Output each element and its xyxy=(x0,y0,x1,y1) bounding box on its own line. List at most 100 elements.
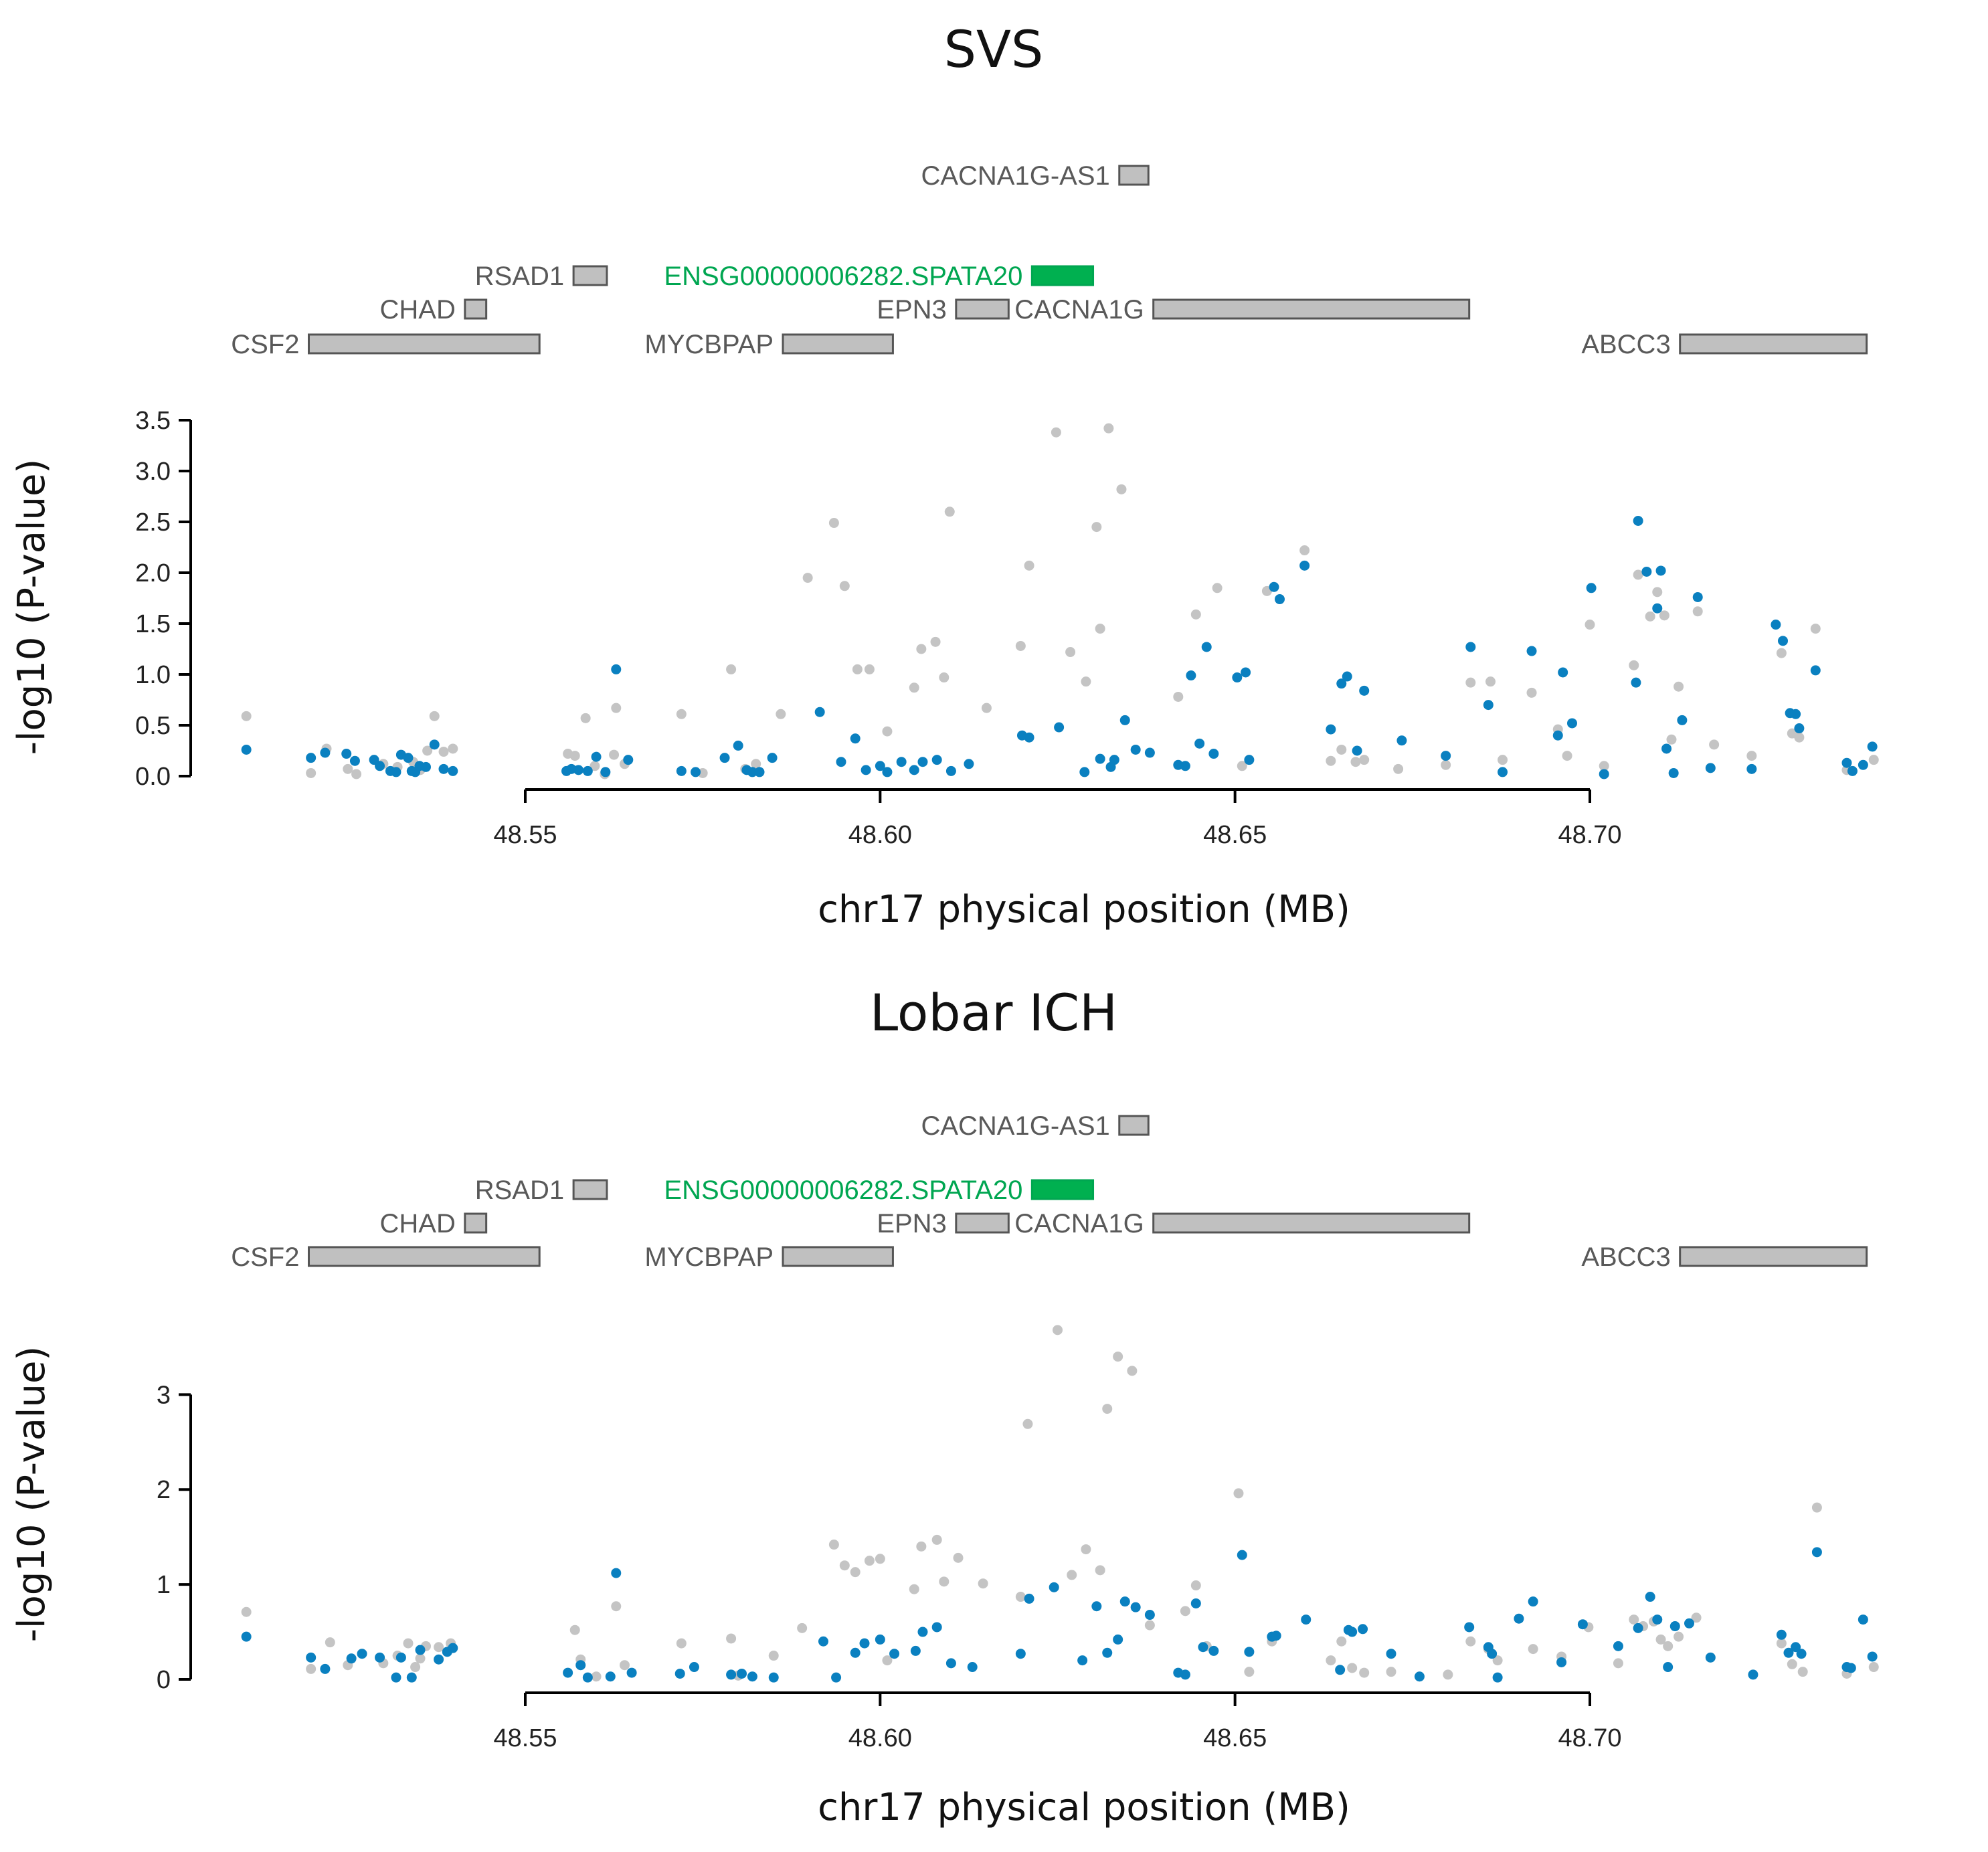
point-other xyxy=(1629,1614,1639,1625)
gene-track: CACNA1G-AS1 RSAD1 ENSG00000006282.SPATA20 C… xyxy=(231,1111,1868,1272)
point-highlight xyxy=(421,761,432,772)
point-highlight xyxy=(438,763,449,774)
point-other xyxy=(1599,761,1609,771)
point-highlight xyxy=(831,1672,842,1683)
point-highlight xyxy=(882,767,893,777)
point-highlight xyxy=(1847,765,1858,776)
x-tick-label: 48.60 xyxy=(848,821,912,849)
point-other xyxy=(1386,1667,1396,1677)
point-highlight xyxy=(836,757,846,767)
point-highlight xyxy=(1641,566,1652,577)
point-other xyxy=(1190,1580,1201,1591)
x-axis-label: chr17 physical position (MB) xyxy=(818,888,1350,931)
x-axis: 48.55 48.60 48.65 48.70 xyxy=(493,1691,1622,1752)
point-highlight xyxy=(563,1667,573,1678)
point-highlight xyxy=(676,765,687,776)
point-highlight xyxy=(1274,594,1285,605)
point-highlight xyxy=(1858,759,1868,770)
gene-label-rsad1: RSAD1 xyxy=(475,262,564,291)
point-highlight xyxy=(1271,1631,1281,1641)
point-other xyxy=(241,1606,252,1617)
point-other xyxy=(981,703,992,713)
gene-box-chad xyxy=(464,1212,488,1234)
point-highlight xyxy=(1633,515,1643,526)
y-tick-label: 3.5 xyxy=(135,407,171,435)
point-other xyxy=(1102,1404,1113,1414)
point-highlight xyxy=(1498,767,1508,777)
y-tick-label: 0.5 xyxy=(135,712,171,740)
x-tick-label: 48.65 xyxy=(1203,821,1267,849)
x-tick-label: 48.65 xyxy=(1203,1724,1267,1752)
point-other xyxy=(1585,620,1595,630)
point-highlight xyxy=(605,1671,616,1682)
point-other xyxy=(1776,1638,1787,1649)
point-highlight xyxy=(754,767,765,777)
point-highlight xyxy=(626,1667,637,1678)
gene-label-cacna1g: CACNA1G xyxy=(1014,295,1144,325)
point-highlight xyxy=(1119,715,1130,725)
point-highlight xyxy=(1661,743,1672,754)
gene-box-csf2 xyxy=(307,1246,541,1267)
point-highlight xyxy=(1414,1671,1425,1682)
point-other xyxy=(343,763,353,774)
point-other xyxy=(882,1655,893,1666)
x-tick-label: 48.60 xyxy=(848,1724,912,1752)
y-axis-label: -log10 (P-value) xyxy=(10,459,54,755)
point-highlight xyxy=(1190,1598,1201,1608)
point-other xyxy=(351,769,362,779)
point-other xyxy=(1868,1662,1879,1673)
point-highlight xyxy=(909,765,919,775)
point-highlight xyxy=(1811,1547,1822,1558)
point-highlight xyxy=(1791,1642,1801,1653)
panel-svs: SVS CACNA1G-AS1 RSAD1 ENSG00000006282.SPAT… xyxy=(10,19,1879,931)
point-other xyxy=(1485,676,1496,687)
y-tick-label: 1 xyxy=(157,1571,171,1599)
point-other xyxy=(1393,763,1404,774)
point-other xyxy=(909,1584,919,1594)
gene-label-chad: CHAD xyxy=(379,1209,455,1238)
point-other xyxy=(1359,1667,1370,1678)
point-highlight xyxy=(1652,1614,1663,1625)
point-other xyxy=(1081,676,1091,687)
point-other xyxy=(1613,1658,1623,1669)
point-highlight xyxy=(415,1645,426,1655)
scatter-points xyxy=(241,1325,1879,1683)
point-other xyxy=(916,644,927,654)
point-other xyxy=(1173,691,1184,702)
point-other xyxy=(1053,1325,1063,1335)
point-other xyxy=(569,751,580,761)
gene-box-cacna1g-as1 xyxy=(1118,165,1150,186)
point-highlight xyxy=(1091,1601,1102,1612)
gene-box-epn3 xyxy=(955,1212,1010,1234)
point-other xyxy=(1797,1667,1808,1677)
point-highlight xyxy=(403,753,414,763)
point-highlight xyxy=(1558,667,1568,678)
y-axis-label: -log10 (P-value) xyxy=(10,1346,54,1643)
point-highlight xyxy=(1079,767,1090,777)
panel-lobar-ich: Lobar ICH CACNA1G-AS1 RSAD1 ENSG0000000628… xyxy=(10,983,1879,1829)
gene-label-cacna1g: CACNA1G xyxy=(1014,1209,1144,1238)
point-highlight xyxy=(1633,1623,1643,1633)
point-highlight xyxy=(1208,1645,1219,1656)
point-highlight xyxy=(1645,1592,1655,1602)
point-highlight xyxy=(241,744,252,755)
point-other xyxy=(1794,732,1805,743)
point-highlight xyxy=(375,1652,385,1663)
point-highlight xyxy=(349,755,360,766)
point-highlight xyxy=(1845,1663,1856,1673)
gene-box-rsad1 xyxy=(572,265,608,286)
point-other xyxy=(1144,1620,1155,1631)
point-other xyxy=(839,581,850,591)
point-highlight xyxy=(391,1672,401,1683)
point-highlight xyxy=(1487,1649,1498,1659)
point-highlight xyxy=(1241,667,1251,678)
point-other xyxy=(1465,1636,1476,1647)
y-tick-label: 0 xyxy=(157,1666,171,1694)
point-other xyxy=(1674,681,1684,692)
point-other xyxy=(1526,687,1537,698)
point-highlight xyxy=(767,753,778,763)
point-highlight xyxy=(1077,1655,1088,1666)
gene-box-chad xyxy=(464,298,488,320)
gene-box-ensg00000006282-spata20 xyxy=(1030,1179,1095,1200)
